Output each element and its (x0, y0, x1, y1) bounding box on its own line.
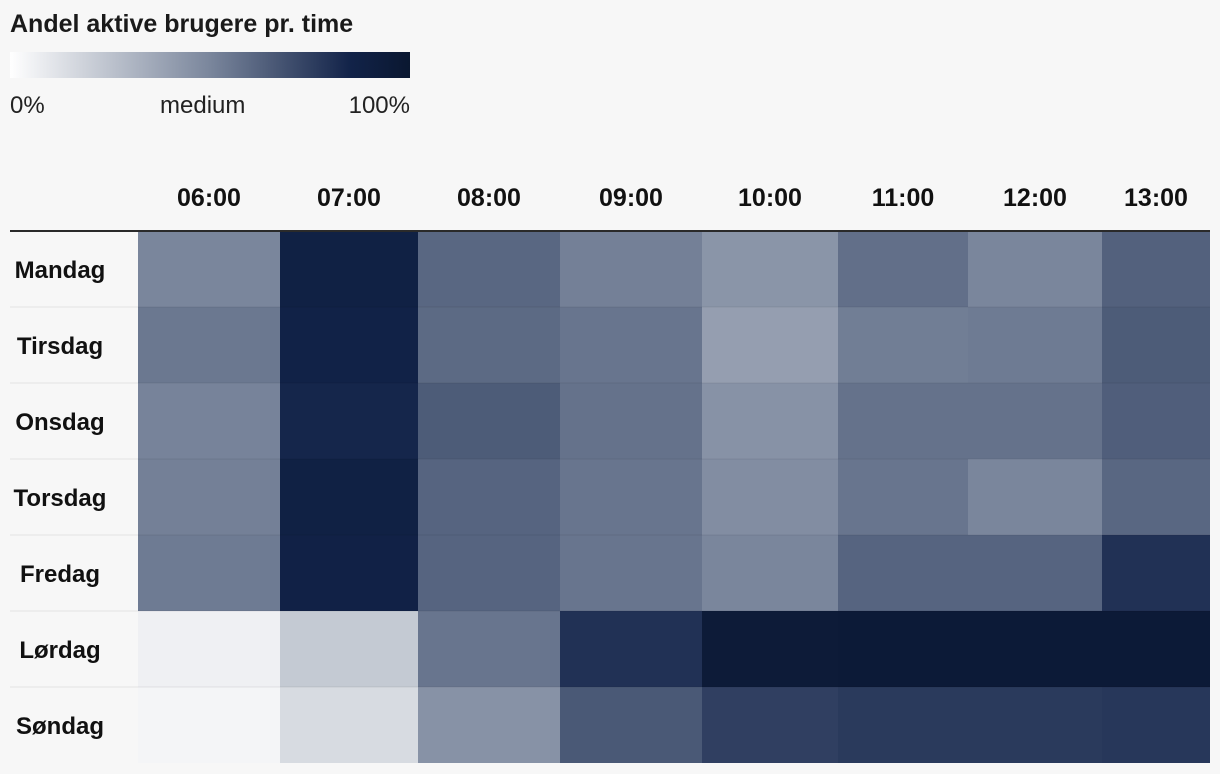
heatmap-cell (280, 383, 418, 459)
heatmap-cell (838, 535, 968, 611)
heatmap-cell (702, 459, 838, 535)
heatmap-cell (1102, 307, 1210, 383)
heatmap-cell (560, 307, 702, 383)
heatmap-cell (838, 611, 968, 687)
legend-mid-label: medium (160, 92, 246, 119)
heatmap-cell (560, 231, 702, 307)
heatmap-cell (560, 383, 702, 459)
heatmap-cell (968, 687, 1102, 763)
column-label: 12:00 (1003, 184, 1067, 212)
heatmap-cell (968, 307, 1102, 383)
heatmap-cell (702, 307, 838, 383)
heatmap-cell (968, 459, 1102, 535)
row-label: Mandag (15, 257, 106, 284)
heatmap-cell (418, 611, 560, 687)
legend-max-label: 100% (348, 92, 410, 119)
legend-gradient-rect (10, 52, 410, 78)
column-label: 13:00 (1124, 184, 1188, 212)
column-label: 09:00 (599, 184, 663, 212)
heatmap-cell (280, 231, 418, 307)
heatmap-cell (280, 687, 418, 763)
heatmap-cell (138, 535, 280, 611)
heatmap-cell (702, 535, 838, 611)
heatmap-cell (968, 535, 1102, 611)
heatmap-cell (968, 611, 1102, 687)
heatmap-cell (138, 459, 280, 535)
heatmap-cell (1102, 687, 1210, 763)
heatmap-cell (418, 459, 560, 535)
heatmap-cell (280, 459, 418, 535)
heatmap-cell (418, 231, 560, 307)
legend-title: Andel aktive brugere pr. time (10, 10, 354, 38)
row-label: Tirsdag (17, 333, 103, 360)
column-label: 11:00 (872, 184, 935, 212)
heatmap-cell (838, 459, 968, 535)
heatmap-cell (702, 687, 838, 763)
heatmap-cell (280, 535, 418, 611)
heatmap-cell (280, 611, 418, 687)
heatmap-cell (838, 307, 968, 383)
heatmap-cell (560, 611, 702, 687)
heatmap-cell (1102, 383, 1210, 459)
heatmap-cell (838, 687, 968, 763)
heatmap-cell (838, 383, 968, 459)
heatmap-cell (138, 307, 280, 383)
heatmap-cell (838, 231, 968, 307)
heatmap-cell (138, 687, 280, 763)
heatmap-cell (1102, 611, 1210, 687)
heatmap-cell (418, 307, 560, 383)
legend-min-label: 0% (10, 92, 45, 119)
heatmap-cell (1102, 459, 1210, 535)
row-label: Fredag (20, 561, 100, 588)
heatmap-cell (418, 535, 560, 611)
heatmap-cell (1102, 535, 1210, 611)
heatmap-cell (702, 231, 838, 307)
heatmap-cell (418, 687, 560, 763)
column-label: 07:00 (317, 184, 381, 212)
row-label: Onsdag (15, 409, 104, 436)
column-label: 08:00 (457, 184, 521, 212)
column-label: 10:00 (738, 184, 802, 212)
heatmap-cell (280, 307, 418, 383)
heatmap-cell (560, 535, 702, 611)
row-label: Torsdag (14, 485, 107, 512)
legend-color-bar (10, 52, 410, 78)
heatmap-cell (968, 383, 1102, 459)
heatmap-cell (560, 687, 702, 763)
heatmap-cell (968, 231, 1102, 307)
heatmap-cell (560, 459, 702, 535)
heatmap-cell (702, 383, 838, 459)
heatmap-cell (138, 231, 280, 307)
heatmap-cell (702, 611, 838, 687)
row-label: Søndag (16, 713, 104, 740)
column-label: 06:00 (177, 184, 241, 212)
row-label: Lørdag (19, 637, 100, 664)
heatmap-cell (1102, 231, 1210, 307)
heatmap-cell (138, 383, 280, 459)
heatmap-cell (138, 611, 280, 687)
heatmap-cell (418, 383, 560, 459)
